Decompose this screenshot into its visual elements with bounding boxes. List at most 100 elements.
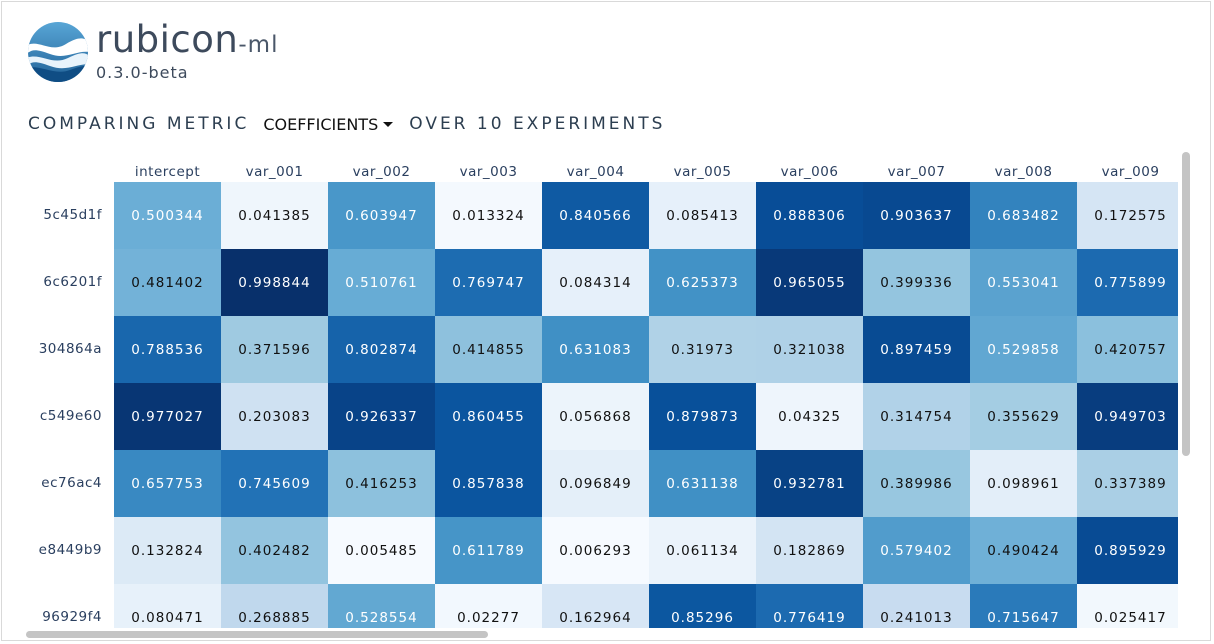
heatmap-cell[interactable]: 0.402482 [221, 517, 328, 584]
heatmap-cell[interactable]: 0.371596 [221, 316, 328, 383]
heatmap-cell[interactable]: 0.977027 [114, 383, 221, 450]
heatmap-cell[interactable]: 0.025417 [1077, 584, 1178, 628]
heatmap-cell[interactable]: 0.314754 [863, 383, 970, 450]
heatmap-cell[interactable]: 0.85296 [649, 584, 756, 628]
column-header: var_001 [245, 164, 304, 180]
compare-suffix: OVER 10 EXPERIMENTS [409, 114, 666, 134]
column-header: var_003 [459, 164, 518, 180]
heatmap-cell[interactable]: 0.611789 [435, 517, 542, 584]
brand-version: 0.3.0-beta [96, 63, 189, 82]
column-header: var_004 [566, 164, 625, 180]
heatmap-cell[interactable]: 0.203083 [221, 383, 328, 450]
heatmap-cell[interactable]: 0.490424 [970, 517, 1077, 584]
heatmap-cell[interactable]: 0.416253 [328, 450, 435, 517]
heatmap-cell[interactable]: 0.414855 [435, 316, 542, 383]
row-label: e8449b9 [38, 541, 102, 558]
heatmap-cell[interactable]: 0.355629 [970, 383, 1077, 450]
heatmap-cell[interactable]: 0.603947 [328, 182, 435, 249]
column-header: var_005 [673, 164, 732, 180]
heatmap-cell[interactable]: 0.399336 [863, 249, 970, 316]
heatmap-cell[interactable]: 0.775899 [1077, 249, 1178, 316]
heatmap-cell[interactable]: 0.802874 [328, 316, 435, 383]
heatmap-cell[interactable]: 0.860455 [435, 383, 542, 450]
heatmap-cell[interactable]: 0.715647 [970, 584, 1077, 628]
heatmap-cell[interactable]: 0.895929 [1077, 517, 1178, 584]
heatmap-cell[interactable]: 0.096849 [542, 450, 649, 517]
row-label: 96929f4 [42, 608, 102, 625]
heatmap-cell[interactable]: 0.879873 [649, 383, 756, 450]
heatmap-cell[interactable]: 0.02277 [435, 584, 542, 628]
compare-heading: COMPARING METRIC COEFFICIENTS OVER 10 EX… [28, 110, 665, 138]
column-header: var_006 [780, 164, 839, 180]
heatmap-cell[interactable]: 0.098961 [970, 450, 1077, 517]
heatmap-cell[interactable]: 0.056868 [542, 383, 649, 450]
heatmap-cell[interactable]: 0.932781 [756, 450, 863, 517]
heatmap-cell[interactable]: 0.631083 [542, 316, 649, 383]
heatmap-cell[interactable]: 0.085413 [649, 182, 756, 249]
header-logo: rubicon-ml 0.3.0-beta [26, 20, 278, 84]
heatmap-cell[interactable]: 0.949703 [1077, 383, 1178, 450]
heatmap-cell[interactable]: 0.903637 [863, 182, 970, 249]
heatmap-cell[interactable]: 0.080471 [114, 584, 221, 628]
heatmap-cell[interactable]: 0.481402 [114, 249, 221, 316]
heatmap-cell[interactable]: 0.041385 [221, 182, 328, 249]
column-header: var_007 [887, 164, 946, 180]
heatmap-cell[interactable]: 0.631138 [649, 450, 756, 517]
compare-prefix: COMPARING METRIC [28, 114, 250, 134]
wave-logo-icon [28, 22, 88, 82]
heatmap-cell[interactable]: 0.926337 [328, 383, 435, 450]
heatmap-cell[interactable]: 0.579402 [863, 517, 970, 584]
heatmap-cell[interactable]: 0.321038 [756, 316, 863, 383]
row-label: 5c45d1f [43, 206, 102, 223]
heatmap-cell[interactable]: 0.529858 [970, 316, 1077, 383]
heatmap-cell[interactable]: 0.528554 [328, 584, 435, 628]
heatmap-cell[interactable]: 0.788536 [114, 316, 221, 383]
heatmap-cell[interactable]: 0.683482 [970, 182, 1077, 249]
heatmap-cell[interactable]: 0.998844 [221, 249, 328, 316]
horizontal-scrollbar[interactable] [2, 628, 1178, 640]
vertical-scrollbar-thumb[interactable] [1182, 152, 1190, 456]
heatmap-cell[interactable]: 0.337389 [1077, 450, 1178, 517]
heatmap-cell[interactable]: 0.420757 [1077, 316, 1178, 383]
heatmap-cell[interactable]: 0.31973 [649, 316, 756, 383]
heatmap-cell[interactable]: 0.182869 [756, 517, 863, 584]
row-label: 6c6201f [43, 273, 102, 290]
heatmap-cell[interactable]: 0.061134 [649, 517, 756, 584]
brand-name: rubicon-ml [96, 18, 279, 61]
heatmap-cell[interactable]: 0.745609 [221, 450, 328, 517]
heatmap-cell[interactable]: 0.268885 [221, 584, 328, 628]
heatmap-cell[interactable]: 0.172575 [1077, 182, 1178, 249]
heatmap-cell[interactable]: 0.162964 [542, 584, 649, 628]
column-header: intercept [134, 164, 201, 180]
column-header: var_008 [994, 164, 1053, 180]
heatmap-cell[interactable]: 0.776419 [756, 584, 863, 628]
caret-down-icon [383, 121, 394, 127]
heatmap-cell[interactable]: 0.857838 [435, 450, 542, 517]
row-label: ec76ac4 [41, 474, 102, 491]
heatmap-cell[interactable]: 0.013324 [435, 182, 542, 249]
heatmap-cell[interactable]: 0.888306 [756, 182, 863, 249]
metric-dropdown[interactable]: COEFFICIENTS [263, 114, 394, 134]
heatmap-cell[interactable]: 0.04325 [756, 383, 863, 450]
row-label: 304864a [38, 340, 102, 357]
heatmap-cell[interactable]: 0.006293 [542, 517, 649, 584]
heatmap-cell[interactable]: 0.840566 [542, 182, 649, 249]
heatmap-cell[interactable]: 0.510761 [328, 249, 435, 316]
horizontal-scrollbar-thumb[interactable] [26, 631, 488, 638]
heatmap-cell[interactable]: 0.965055 [756, 249, 863, 316]
heatmap-cell[interactable]: 0.500344 [114, 182, 221, 249]
heatmap-cell[interactable]: 0.389986 [863, 450, 970, 517]
heatmap-cell[interactable]: 0.553041 [970, 249, 1077, 316]
heatmap-cell[interactable]: 0.625373 [649, 249, 756, 316]
heatmap-cell[interactable]: 0.084314 [542, 249, 649, 316]
heatmap-cell[interactable]: 0.132824 [114, 517, 221, 584]
heatmap-cell[interactable]: 0.897459 [863, 316, 970, 383]
coefficients-heatmap[interactable]: intercept var_001 var_002 var_003 var_004 var… [2, 152, 1178, 628]
heatmap-cell[interactable]: 0.769747 [435, 249, 542, 316]
metric-dropdown-label: COEFFICIENTS [263, 114, 379, 134]
heatmap-cell[interactable]: 0.657753 [114, 450, 221, 517]
heatmap-cell[interactable]: 0.241013 [863, 584, 970, 628]
vertical-scrollbar[interactable] [1178, 152, 1192, 628]
heatmap-cell[interactable]: 0.005485 [328, 517, 435, 584]
